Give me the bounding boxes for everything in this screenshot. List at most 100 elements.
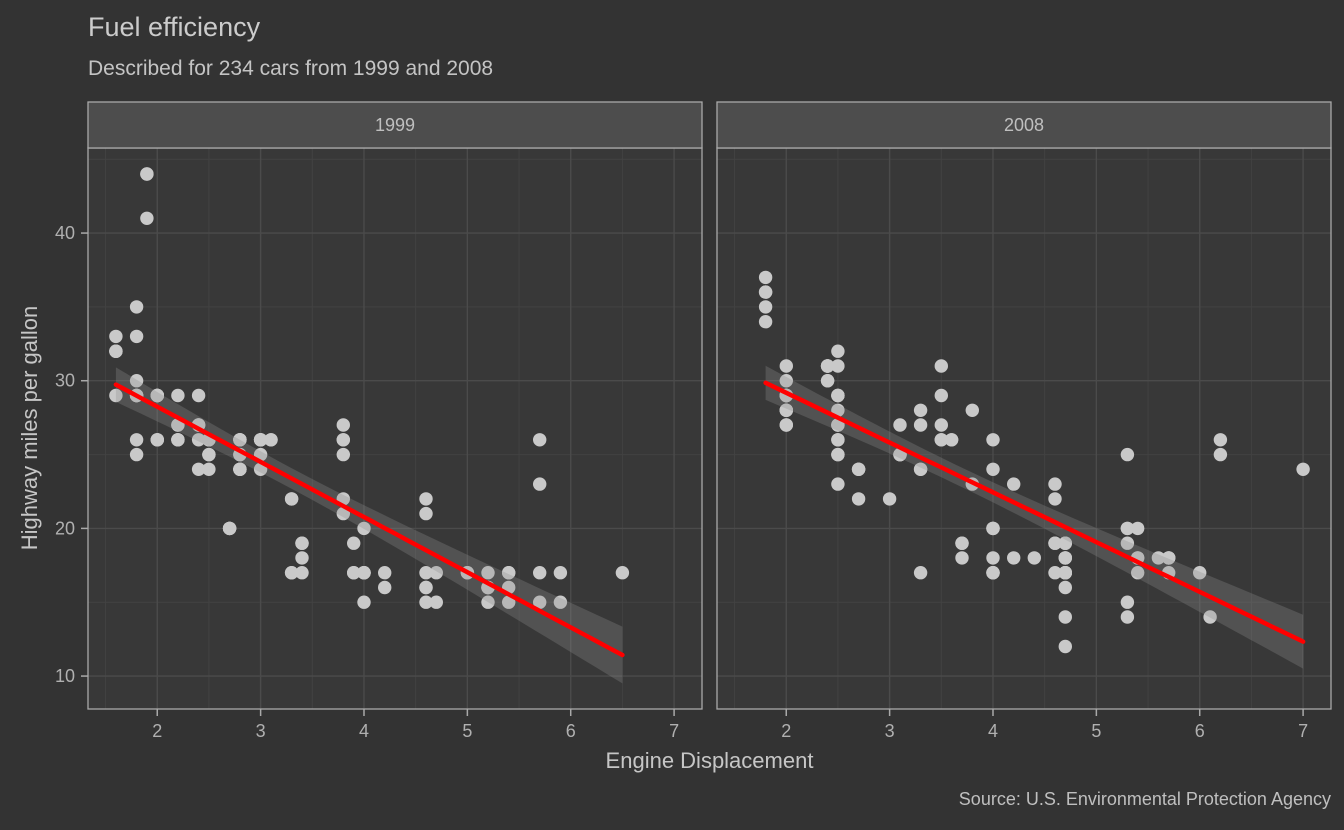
data-point <box>357 595 371 609</box>
data-point <box>1120 521 1135 536</box>
data-point <box>429 566 443 580</box>
data-point <box>253 433 268 447</box>
data-point <box>295 536 309 550</box>
data-point <box>533 566 547 580</box>
data-point <box>615 566 630 580</box>
confidence-ribbon <box>765 365 1304 669</box>
data-point <box>129 300 144 314</box>
data-point <box>1120 536 1135 550</box>
data-point <box>851 492 866 506</box>
data-point <box>191 388 206 403</box>
x-axis-tick-label: 6 <box>566 721 576 741</box>
data-point <box>831 433 845 447</box>
data-point <box>378 566 392 580</box>
data-point <box>419 506 433 521</box>
data-point <box>1193 566 1207 580</box>
data-point <box>109 388 123 403</box>
y-axis-tick-label: 10 <box>55 666 75 686</box>
data-point <box>1007 551 1021 565</box>
data-point <box>533 595 547 609</box>
data-point <box>222 521 237 536</box>
data-point <box>955 536 969 550</box>
data-point <box>533 433 547 447</box>
x-axis-tick-label: 3 <box>885 721 895 741</box>
data-point <box>986 521 1000 536</box>
data-point <box>1131 521 1145 536</box>
data-point <box>129 329 144 344</box>
x-axis-tick-label: 2 <box>152 721 162 741</box>
data-point <box>913 403 928 417</box>
data-point <box>357 566 371 580</box>
data-point <box>419 566 433 580</box>
data-point <box>533 477 547 491</box>
facet-strip <box>716 101 1332 149</box>
chart-layer: 2 3 4 5 6 7 2 3 4 5 6 7 10 20 30 40 <box>55 101 1332 741</box>
data-point <box>295 566 309 580</box>
data-point <box>419 595 433 609</box>
x-axis-tick-label: 7 <box>1298 721 1308 741</box>
data-point <box>882 492 897 506</box>
data-point <box>986 551 1000 565</box>
data-point <box>1058 639 1073 654</box>
data-point <box>191 433 206 447</box>
x-axis-tick-label: 7 <box>669 721 679 741</box>
data-point <box>1048 536 1062 550</box>
facet-label-1999: 1999 <box>375 115 415 135</box>
x-axis-tick-label: 4 <box>988 721 998 741</box>
data-point <box>831 359 845 373</box>
data-point <box>109 344 123 358</box>
data-point <box>913 566 928 580</box>
data-point <box>820 374 835 388</box>
data-point <box>944 433 959 447</box>
data-point <box>419 492 433 506</box>
data-point <box>1213 433 1228 447</box>
data-point <box>955 551 969 565</box>
data-point <box>831 477 845 491</box>
data-point <box>336 447 350 462</box>
data-point <box>553 566 568 580</box>
facet-strip <box>87 101 703 149</box>
data-point <box>934 359 948 373</box>
data-point <box>191 462 206 476</box>
data-point <box>129 447 144 462</box>
data-point <box>553 595 568 609</box>
data-point <box>820 359 835 373</box>
data-point <box>893 418 907 432</box>
data-point <box>429 595 443 609</box>
data-point <box>150 388 164 403</box>
caption: Source: U.S. Environmental Protection Ag… <box>958 789 1331 809</box>
data-point <box>336 418 350 432</box>
y-axis-tick-label: 20 <box>55 518 75 538</box>
data-point <box>233 433 247 447</box>
data-point <box>347 566 361 580</box>
data-point <box>1131 566 1145 580</box>
data-point <box>1048 492 1062 506</box>
data-point <box>913 462 928 476</box>
y-axis-tick-label: 30 <box>55 371 75 391</box>
data-point <box>779 374 793 388</box>
x-axis-tick-label: 5 <box>1091 721 1101 741</box>
data-point <box>129 374 144 388</box>
data-point <box>481 595 495 609</box>
data-point <box>1120 610 1135 624</box>
data-point <box>1058 536 1073 550</box>
x-axis-tick-label: 3 <box>256 721 266 741</box>
data-point <box>758 285 773 299</box>
data-point <box>129 433 144 447</box>
data-point <box>357 521 371 536</box>
data-point <box>779 403 793 417</box>
data-point <box>150 433 164 447</box>
data-point <box>171 388 185 403</box>
data-point <box>419 580 433 595</box>
data-point <box>934 418 948 432</box>
data-point <box>481 566 495 580</box>
data-point <box>1058 580 1073 595</box>
x-axis-tick-label: 6 <box>1195 721 1205 741</box>
chart-title: Fuel efficiency <box>88 12 261 42</box>
regression-line <box>113 382 625 658</box>
data-point <box>986 566 1000 580</box>
data-point <box>831 388 845 403</box>
data-point <box>233 462 247 476</box>
data-point <box>779 359 793 373</box>
